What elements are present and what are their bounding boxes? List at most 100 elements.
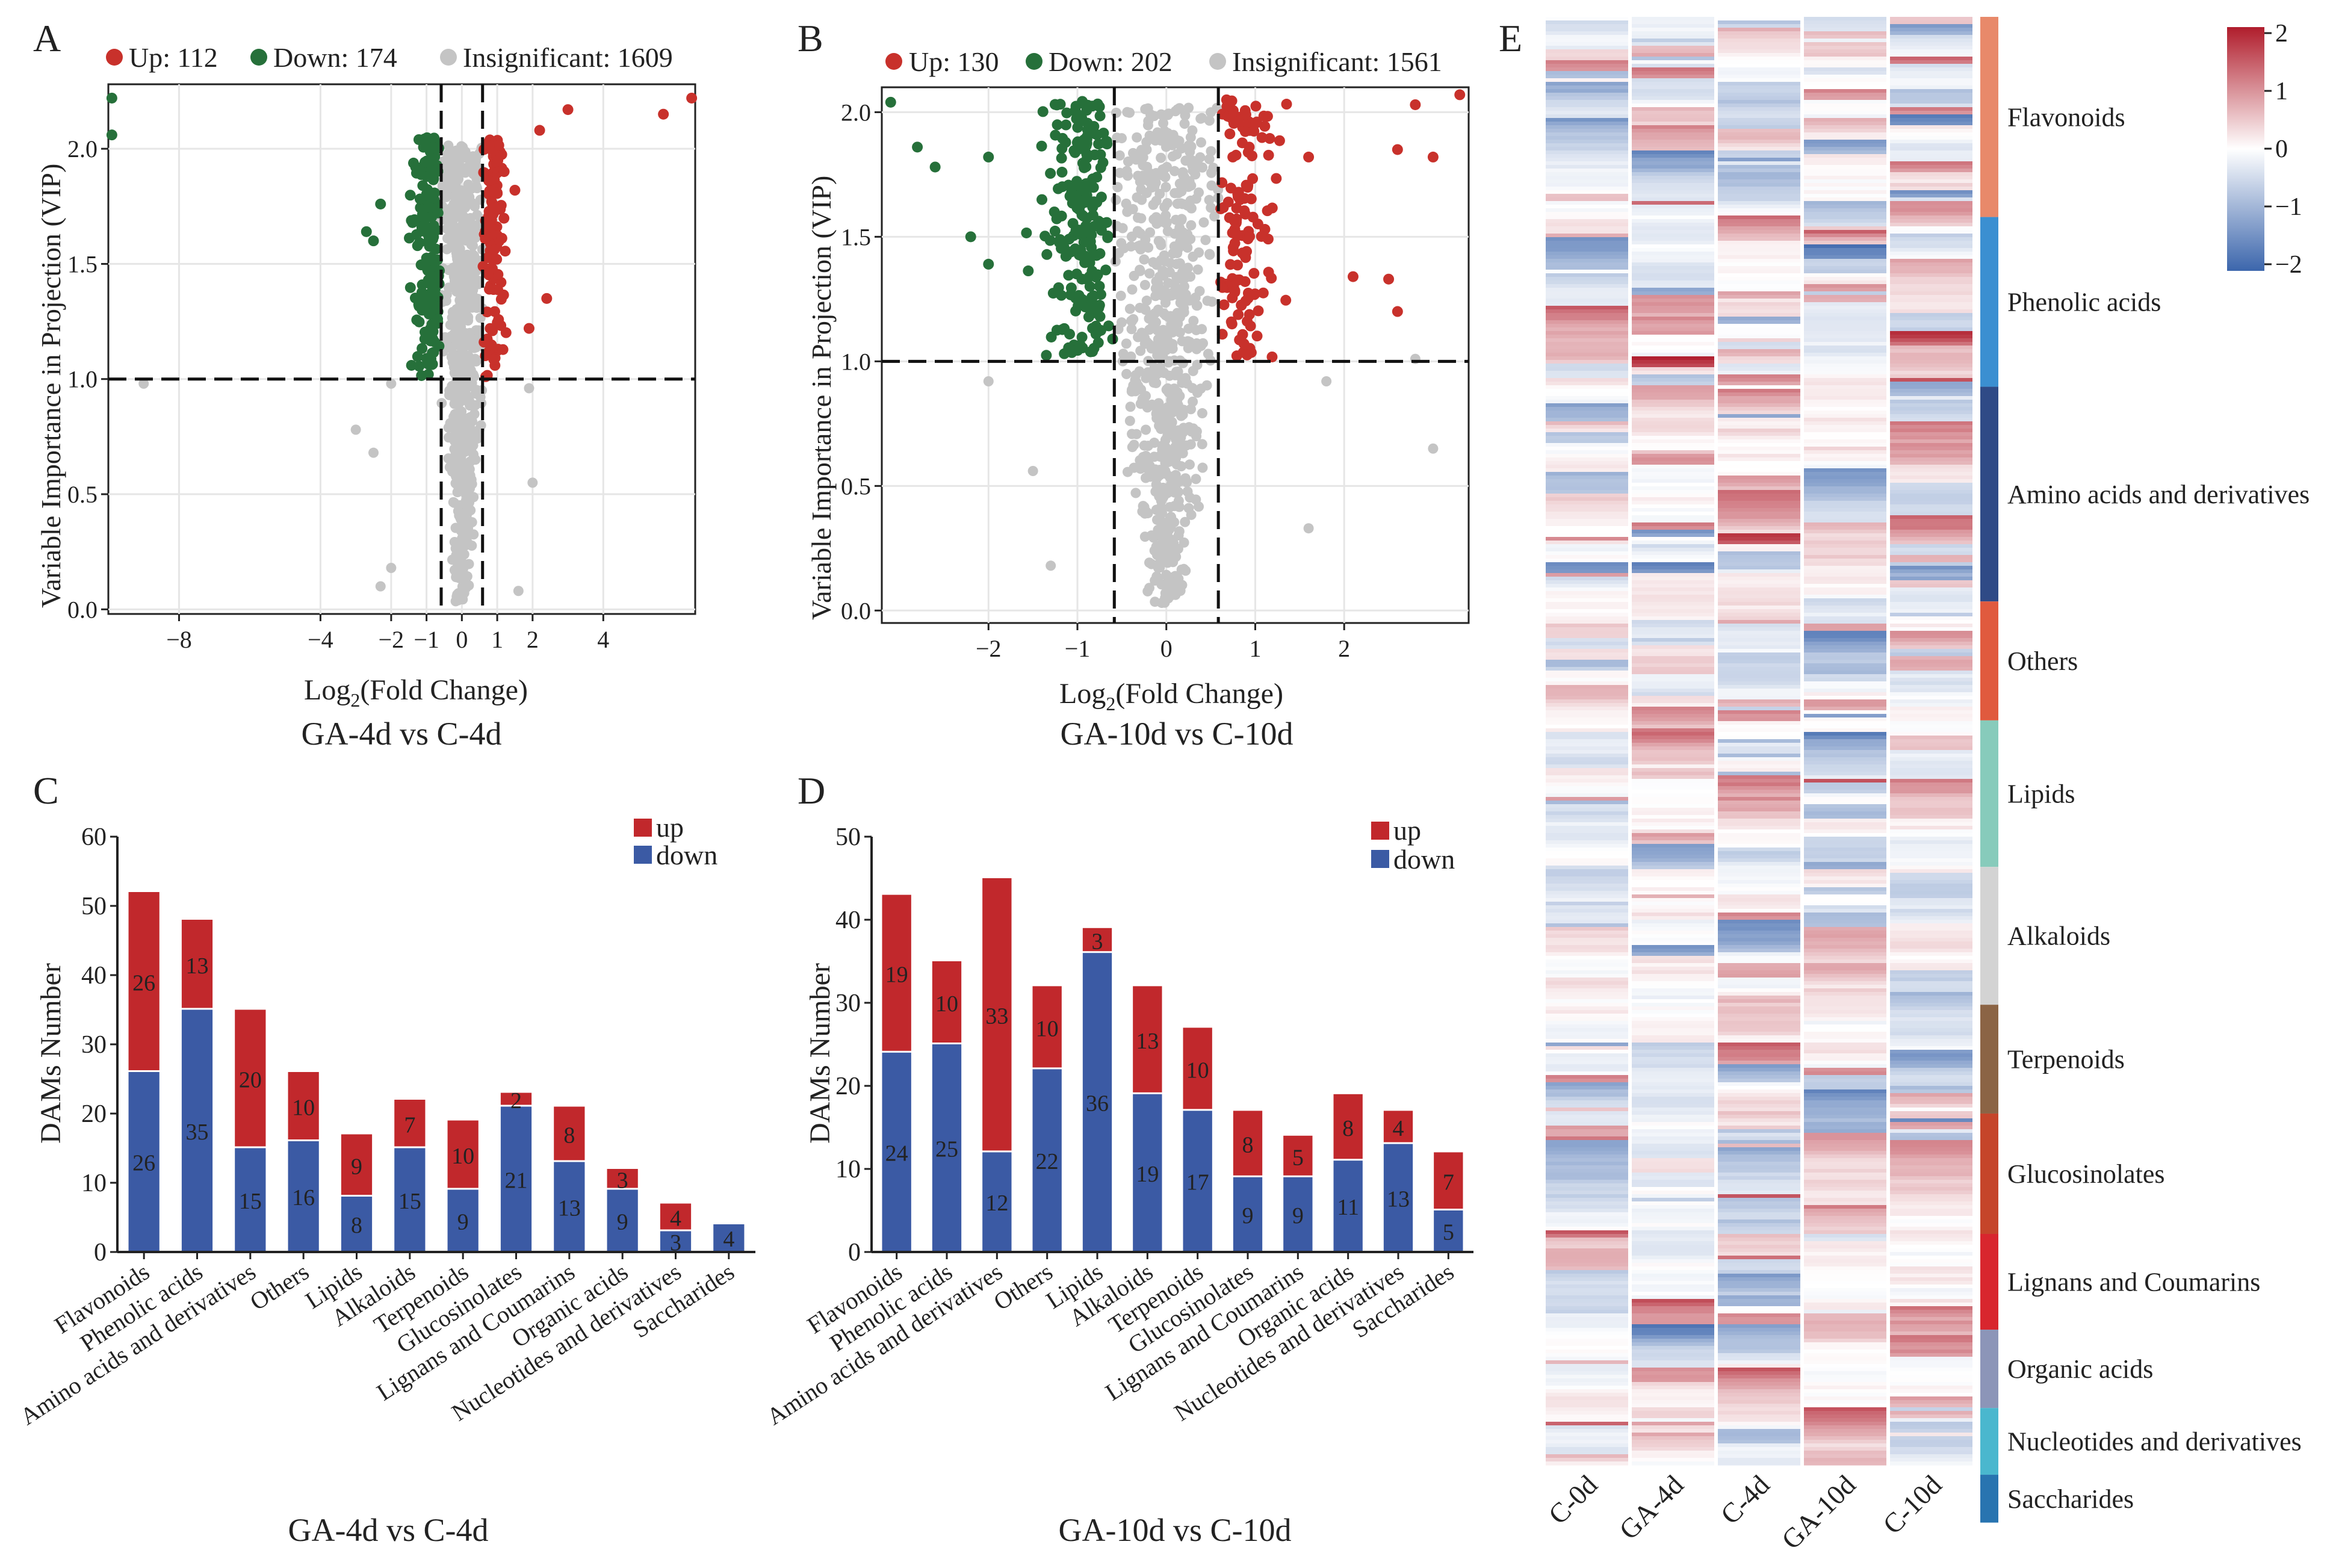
heatmap-cell bbox=[1718, 786, 1800, 790]
heatmap-cell bbox=[1804, 1035, 1886, 1040]
insignificant-point bbox=[1160, 210, 1171, 221]
heatmap-cell bbox=[1804, 956, 1886, 960]
insignificant-point bbox=[1162, 383, 1173, 394]
down-point bbox=[1041, 249, 1053, 260]
heatmap-cell bbox=[1632, 1360, 1714, 1365]
heatmap-cell bbox=[1632, 1451, 1714, 1455]
heatmap-cell bbox=[1546, 978, 1628, 982]
insignificant-point bbox=[1179, 118, 1190, 129]
heatmap-cell bbox=[1804, 537, 1886, 541]
heatmap-cell bbox=[1804, 949, 1886, 953]
insignificant-point bbox=[1191, 300, 1202, 311]
heatmap-cell bbox=[1546, 403, 1628, 407]
heatmap-cell bbox=[1546, 754, 1628, 758]
heatmap-cell bbox=[1546, 1407, 1628, 1412]
heatmap-cell bbox=[1890, 1187, 1972, 1191]
heatmap-cell bbox=[1632, 179, 1714, 184]
heatmap-cell bbox=[1632, 396, 1714, 400]
heatmap-cell bbox=[1546, 804, 1628, 808]
insignificant-point bbox=[1197, 439, 1207, 450]
heatmap-cell bbox=[1718, 1303, 1800, 1307]
up-point bbox=[1222, 196, 1234, 208]
heatmap-cell bbox=[1718, 804, 1800, 808]
heatmap-cell bbox=[1890, 346, 1972, 350]
heatmap-cell bbox=[1546, 764, 1628, 769]
insignificant-point bbox=[1132, 192, 1142, 203]
heatmap-cell bbox=[1804, 1238, 1886, 1242]
up-point bbox=[482, 268, 494, 279]
heatmap-cell bbox=[1890, 1404, 1972, 1408]
heatmap-cell bbox=[1718, 764, 1800, 769]
heatmap-cell bbox=[1804, 779, 1886, 783]
heatmap-cell bbox=[1718, 768, 1800, 772]
heatmap-cell bbox=[1804, 270, 1886, 274]
heatmap-cell bbox=[1804, 1259, 1886, 1263]
heatmap-cell bbox=[1890, 1360, 1972, 1365]
heatmap-cell bbox=[1804, 429, 1886, 433]
group-label: Terpenoids bbox=[2007, 1045, 2125, 1074]
heatmap-cell bbox=[1718, 147, 1800, 151]
heatmap-cell bbox=[1632, 815, 1714, 819]
heatmap-cell bbox=[1890, 299, 1972, 303]
heatmap-cell bbox=[1890, 779, 1972, 783]
heatmap-cell bbox=[1718, 306, 1800, 310]
heatmap-cell bbox=[1890, 569, 1972, 574]
heatmap-cell bbox=[1546, 1436, 1628, 1440]
heatmap-cell bbox=[1546, 887, 1628, 891]
heatmap-cell bbox=[1718, 1357, 1800, 1361]
heatmap-cell bbox=[1890, 443, 1972, 447]
insignificant-point bbox=[1156, 598, 1167, 609]
heatmap-cell bbox=[1890, 1433, 1972, 1437]
heatmap-cell bbox=[1804, 277, 1886, 281]
heatmap-cell bbox=[1718, 371, 1800, 375]
up-point bbox=[1228, 245, 1239, 256]
heatmap-cell bbox=[1632, 237, 1714, 241]
heatmap-cell bbox=[1890, 931, 1972, 935]
heatmap-cell bbox=[1632, 85, 1714, 90]
heatmap-cell bbox=[1632, 49, 1714, 54]
heatmap-cell bbox=[1804, 710, 1886, 714]
heatmap-cell bbox=[1890, 107, 1972, 111]
heatmap-cell bbox=[1546, 609, 1628, 613]
down-point bbox=[1071, 202, 1083, 214]
heatmap-cell bbox=[1632, 938, 1714, 942]
heatmap-cell bbox=[1632, 710, 1714, 714]
bar-down bbox=[1032, 1069, 1062, 1252]
heatmap-cell bbox=[1546, 1205, 1628, 1209]
heatmap-cell bbox=[1718, 241, 1800, 245]
bar-up bbox=[288, 1072, 319, 1139]
insignificant-point bbox=[1206, 167, 1216, 178]
heatmap-cell bbox=[1890, 941, 1972, 946]
heatmap-cell bbox=[1890, 306, 1972, 310]
heatmap-cell bbox=[1718, 793, 1800, 798]
insignificant-point bbox=[1150, 291, 1161, 302]
heatmap-cell bbox=[1890, 1274, 1972, 1278]
heatmap-cell bbox=[1890, 439, 1972, 444]
down-point bbox=[421, 353, 432, 364]
insignificant-point bbox=[444, 432, 454, 443]
insignificant-point bbox=[1124, 415, 1135, 426]
heatmap-cell bbox=[1546, 284, 1628, 288]
heatmap-cell bbox=[1546, 1234, 1628, 1238]
heatmap-cell bbox=[1804, 468, 1886, 473]
heatmap-cell bbox=[1890, 1281, 1972, 1285]
heatmap-cell bbox=[1546, 302, 1628, 306]
bar-down-value-label: 25 bbox=[935, 1137, 958, 1162]
heatmap-cell bbox=[1718, 331, 1800, 335]
heatmap-cell bbox=[1632, 403, 1714, 407]
heatmap-cell bbox=[1632, 1194, 1714, 1198]
insignificant-point bbox=[469, 409, 480, 420]
insignificant-point bbox=[1174, 135, 1185, 146]
heatmap-cell bbox=[1890, 952, 1972, 956]
heatmap-cell bbox=[1804, 826, 1886, 830]
group-color-block bbox=[1980, 1408, 1998, 1475]
heatmap-cell bbox=[1718, 472, 1800, 476]
heatmap-cell bbox=[1718, 382, 1800, 386]
heatmap-cell bbox=[1718, 392, 1800, 397]
heatmap-cell bbox=[1804, 613, 1886, 617]
down-point bbox=[1070, 105, 1081, 116]
heatmap-cell bbox=[1804, 1284, 1886, 1289]
heatmap-cell bbox=[1804, 1295, 1886, 1300]
heatmap-cell bbox=[1546, 811, 1628, 816]
heatmap-cell bbox=[1546, 1429, 1628, 1433]
